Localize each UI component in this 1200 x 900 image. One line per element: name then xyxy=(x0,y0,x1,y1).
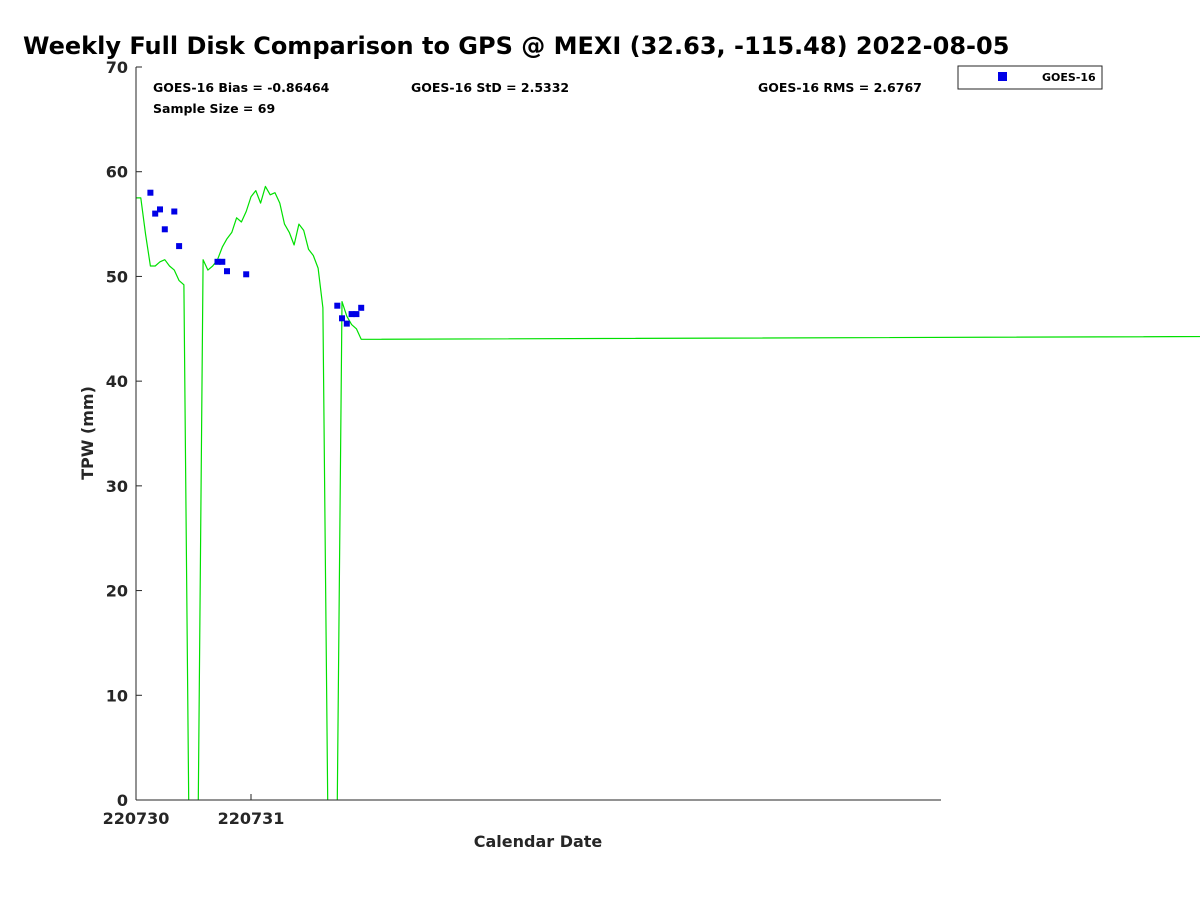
y-axis-label: TPW (mm) xyxy=(78,386,97,480)
goes16-point xyxy=(358,304,365,311)
goes16-point xyxy=(176,243,183,250)
plot-area xyxy=(136,67,941,800)
gps-line-segment xyxy=(336,301,1200,801)
legend-label: GOES-16 xyxy=(1042,71,1096,84)
series-layer xyxy=(136,185,1200,801)
axis-layer: 0102030405060702207302207312208012208022… xyxy=(103,58,285,828)
y-tick-label: 50 xyxy=(106,267,128,286)
legend-box xyxy=(957,65,1103,90)
goes16-point xyxy=(157,206,163,213)
goes16-point xyxy=(353,311,360,318)
std-stat: GOES-16 StD = 2.5332 xyxy=(411,80,569,95)
legend: GOES-16 xyxy=(957,65,1103,90)
x-tick-label: 220730 xyxy=(103,809,170,828)
y-tick-label: 0 xyxy=(117,791,128,810)
y-tick-label: 70 xyxy=(106,58,128,77)
goes16-point xyxy=(334,302,341,309)
y-tick-label: 20 xyxy=(106,582,128,601)
goes16-point xyxy=(161,226,168,233)
y-tick-label: 10 xyxy=(106,686,128,705)
gps-line-segment xyxy=(136,197,190,801)
goes16-point xyxy=(339,315,345,322)
bias-stat: GOES-16 Bias = -0.86464 xyxy=(153,80,330,95)
gps-line-segment xyxy=(197,185,329,801)
goes16-point xyxy=(243,271,250,278)
goes16-point xyxy=(348,311,355,318)
x-tick-label: 220731 xyxy=(218,809,285,828)
goes16-point xyxy=(171,208,178,215)
goes16-point xyxy=(219,258,226,265)
y-tick-label: 40 xyxy=(106,372,128,391)
rms-stat: GOES-16 RMS = 2.6767 xyxy=(758,80,922,95)
legend-marker xyxy=(998,72,1007,81)
goes16-point xyxy=(214,258,221,265)
y-tick-label: 60 xyxy=(106,163,128,182)
chart-title: Weekly Full Disk Comparison to GPS @ MEX… xyxy=(23,32,1009,60)
x-axis-label: Calendar Date xyxy=(474,832,603,851)
sample-size-stat: Sample Size = 69 xyxy=(153,101,275,116)
goes16-point xyxy=(147,189,154,196)
goes16-point xyxy=(343,320,350,327)
y-tick-label: 30 xyxy=(106,477,128,496)
goes16-point xyxy=(224,268,230,275)
goes16-point xyxy=(152,210,159,217)
